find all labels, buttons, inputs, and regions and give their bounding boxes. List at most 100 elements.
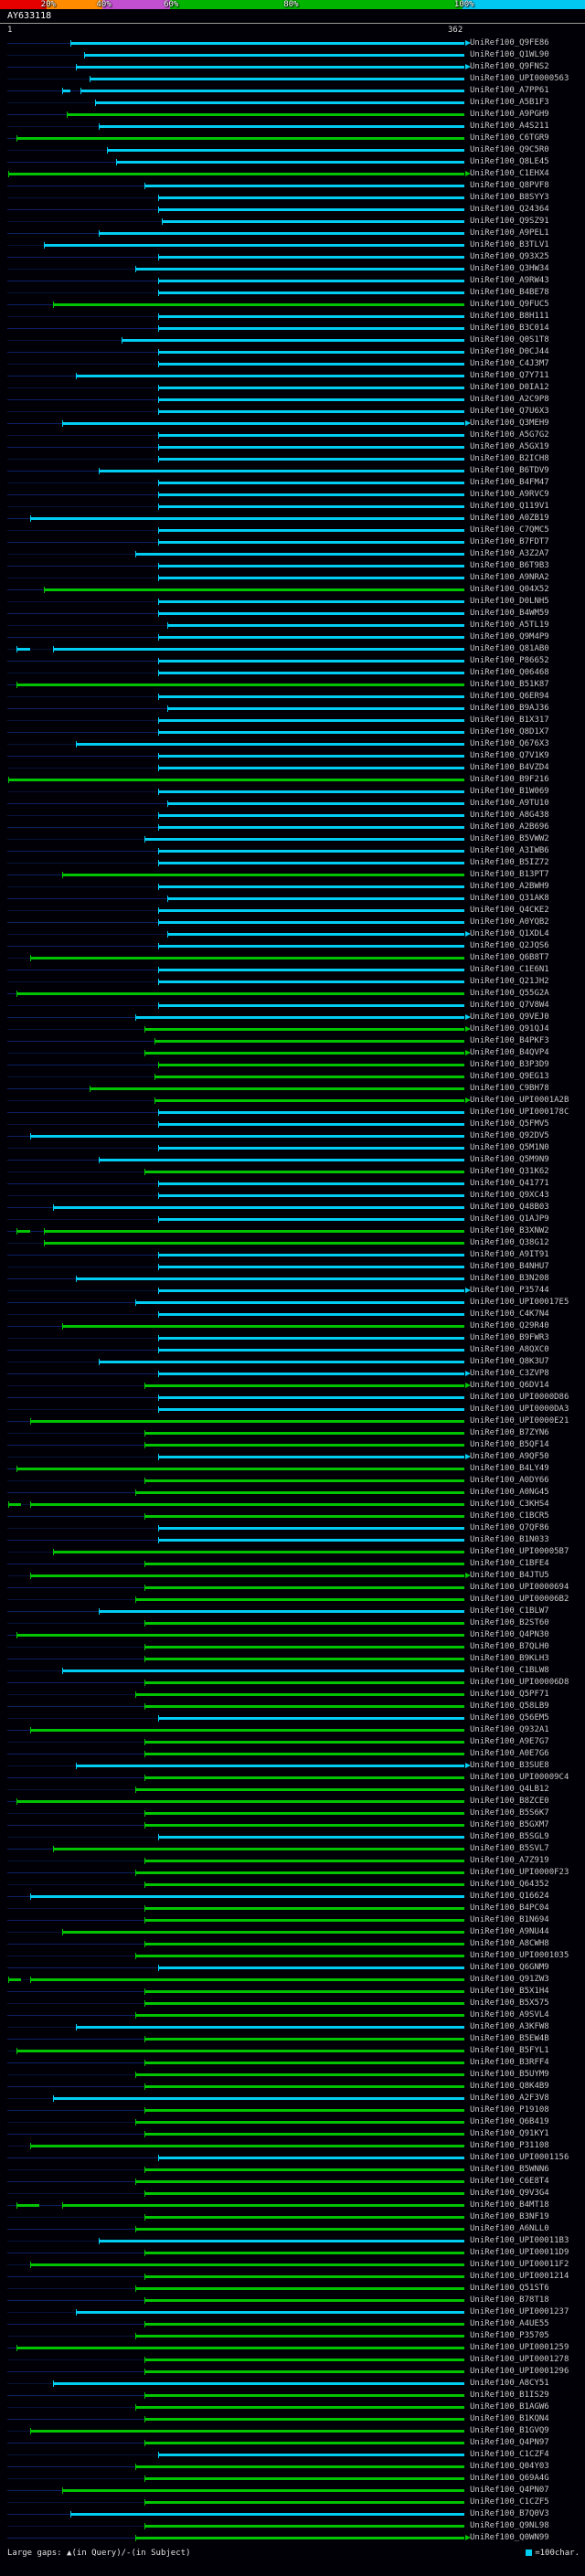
- hit-label[interactable]: UniRef100_UPI0000694: [470, 1583, 569, 1592]
- hsp-bar[interactable]: [94, 101, 464, 104]
- hit-label[interactable]: UniRef100_B1X317: [470, 716, 549, 725]
- hit-label[interactable]: UniRef100_B5QF14: [470, 1440, 549, 1449]
- hsp-bar[interactable]: [134, 1871, 464, 1874]
- hit-label[interactable]: UniRef100_B8ZCE0: [470, 1797, 549, 1806]
- hit-label[interactable]: UniRef100_A5G7G2: [470, 430, 549, 440]
- hsp-bar[interactable]: [134, 2465, 464, 2468]
- hsp-bar[interactable]: [157, 446, 464, 449]
- hit-label[interactable]: UniRef100_C9BH78: [470, 1084, 549, 1093]
- hsp-bar[interactable]: [144, 2525, 464, 2528]
- hsp-bar[interactable]: [80, 90, 464, 92]
- hit-label[interactable]: UniRef100_A4UE55: [470, 2319, 549, 2328]
- hit-label[interactable]: UniRef100_Q0WN99: [470, 2533, 549, 2542]
- hit-label[interactable]: UniRef100_B13PT7: [470, 870, 549, 879]
- hsp-bar[interactable]: [157, 1337, 464, 1340]
- hit-label[interactable]: UniRef100_C7QMC5: [470, 525, 549, 535]
- hit-label[interactable]: UniRef100_B4BE78: [470, 288, 549, 297]
- hit-label[interactable]: UniRef100_Q29R40: [470, 1321, 549, 1330]
- hit-label[interactable]: UniRef100_Q3MEH9: [470, 419, 549, 428]
- hsp-bar[interactable]: [144, 1515, 464, 1518]
- hit-label[interactable]: UniRef100_Q119V1: [470, 502, 549, 511]
- hit-label[interactable]: UniRef100_A9SVL4: [470, 2010, 549, 2019]
- hsp-bar[interactable]: [16, 1468, 464, 1470]
- hit-label[interactable]: UniRef100_A0ZB19: [470, 514, 549, 523]
- hit-label[interactable]: UniRef100_B5WNN6: [470, 2165, 549, 2174]
- hit-label[interactable]: UniRef100_C3ZVP8: [470, 1369, 549, 1378]
- hit-label[interactable]: UniRef100_Q91QJ4: [470, 1024, 549, 1034]
- hit-label[interactable]: UniRef100_Q6DV14: [470, 1381, 549, 1390]
- hsp-bar[interactable]: [157, 981, 464, 983]
- hit-label[interactable]: UniRef100_Q5FMV5: [470, 1119, 549, 1129]
- hit-label[interactable]: UniRef100_Q4PN97: [470, 2438, 549, 2447]
- hsp-bar[interactable]: [157, 1349, 464, 1352]
- hit-label[interactable]: UniRef100_A8CY51: [470, 2379, 549, 2388]
- hsp-bar[interactable]: [61, 2489, 464, 2492]
- hsp-bar[interactable]: [144, 1990, 464, 1993]
- hsp-bar[interactable]: [134, 2121, 464, 2124]
- hsp-bar[interactable]: [98, 470, 464, 472]
- hit-label[interactable]: UniRef100_Q932A1: [470, 1725, 549, 1734]
- hit-label[interactable]: UniRef100_Q5M1N0: [470, 1143, 549, 1152]
- hsp-bar[interactable]: [134, 2287, 464, 2290]
- hit-label[interactable]: UniRef100_Q04Y03: [470, 2462, 549, 2471]
- hit-label[interactable]: UniRef100_A0YQB2: [470, 917, 549, 927]
- hsp-bar[interactable]: [16, 684, 464, 686]
- hsp-bar[interactable]: [157, 862, 464, 864]
- hit-label[interactable]: UniRef100_B3NF19: [470, 2212, 549, 2221]
- hsp-bar[interactable]: [144, 1753, 464, 1755]
- hsp-bar[interactable]: [154, 1076, 464, 1078]
- hit-label[interactable]: UniRef100_A2F3V8: [470, 2094, 549, 2103]
- hit-label[interactable]: UniRef100_Q7U6X3: [470, 407, 549, 416]
- hit-label[interactable]: UniRef100_Q91KY1: [470, 2129, 549, 2138]
- hit-label[interactable]: UniRef100_UPI00017E5: [470, 1298, 569, 1307]
- hit-label[interactable]: UniRef100_B1N694: [470, 1915, 549, 1924]
- hsp-bar[interactable]: [157, 1218, 464, 1221]
- hit-label[interactable]: UniRef100_B7FDT7: [470, 537, 549, 546]
- hit-label[interactable]: UniRef100_Q55G2A: [470, 989, 549, 998]
- hsp-bar[interactable]: [144, 2323, 464, 2326]
- hit-label[interactable]: UniRef100_Q4PN30: [470, 1630, 549, 1639]
- hsp-bar[interactable]: [166, 707, 464, 710]
- hsp-bar[interactable]: [44, 244, 464, 247]
- hsp-bar[interactable]: [144, 2085, 464, 2088]
- hit-label[interactable]: UniRef100_B5VWW2: [470, 834, 549, 843]
- hsp-bar[interactable]: [157, 790, 464, 793]
- hsp-bar[interactable]: [157, 1836, 464, 1839]
- hit-label[interactable]: UniRef100_UPI0000D86: [470, 1393, 569, 1402]
- hsp-bar[interactable]: [166, 802, 464, 805]
- hit-label[interactable]: UniRef100_B5UYM9: [470, 2070, 549, 2079]
- hsp-bar[interactable]: [116, 161, 464, 164]
- hit-label[interactable]: UniRef100_Q31AK8: [470, 894, 549, 903]
- hsp-bar[interactable]: [157, 660, 464, 663]
- hsp-bar[interactable]: [144, 2394, 464, 2397]
- hsp-bar[interactable]: [157, 363, 464, 366]
- hit-label[interactable]: UniRef100_Q16624: [470, 1892, 549, 1901]
- hsp-bar[interactable]: [144, 838, 464, 841]
- hit-label[interactable]: UniRef100_B5IZ72: [470, 858, 549, 867]
- hsp-bar[interactable]: [144, 2002, 464, 2005]
- hsp-bar[interactable]: [134, 268, 464, 270]
- hit-label[interactable]: UniRef100_Q7Y711: [470, 371, 549, 380]
- hsp-bar[interactable]: [157, 351, 464, 354]
- hsp-bar[interactable]: [75, 2311, 464, 2314]
- hit-label[interactable]: UniRef100_A0NG45: [470, 1488, 549, 1497]
- hit-label[interactable]: UniRef100_B7ZYN6: [470, 1428, 549, 1437]
- hit-label[interactable]: UniRef100_B4MT18: [470, 2200, 549, 2210]
- hit-label[interactable]: UniRef100_Q04X52: [470, 585, 549, 594]
- hit-label[interactable]: UniRef100_A9RW43: [470, 276, 549, 285]
- hsp-bar[interactable]: [157, 2454, 464, 2456]
- hsp-bar[interactable]: [134, 2014, 464, 2017]
- hit-label[interactable]: UniRef100_Q31K62: [470, 1167, 549, 1176]
- hit-label[interactable]: UniRef100_Q56EM5: [470, 1713, 549, 1723]
- hsp-bar[interactable]: [52, 1848, 464, 1850]
- hit-label[interactable]: UniRef100_A2B696: [470, 822, 549, 832]
- hit-label[interactable]: UniRef100_A3KFW8: [470, 2022, 549, 2031]
- hit-label[interactable]: UniRef100_UPI00009C4: [470, 1773, 569, 1782]
- hit-label[interactable]: UniRef100_UPI00006B2: [470, 1595, 569, 1604]
- hit-label[interactable]: UniRef100_B1W069: [470, 787, 549, 796]
- hit-label[interactable]: UniRef100_Q9FE86: [470, 38, 549, 48]
- hit-label[interactable]: UniRef100_Q6B419: [470, 2117, 549, 2126]
- hit-label[interactable]: UniRef100_D0CJ44: [470, 347, 549, 356]
- hit-label[interactable]: UniRef100_B4PKF3: [470, 1036, 549, 1045]
- hit-label[interactable]: UniRef100_B6TDV9: [470, 466, 549, 475]
